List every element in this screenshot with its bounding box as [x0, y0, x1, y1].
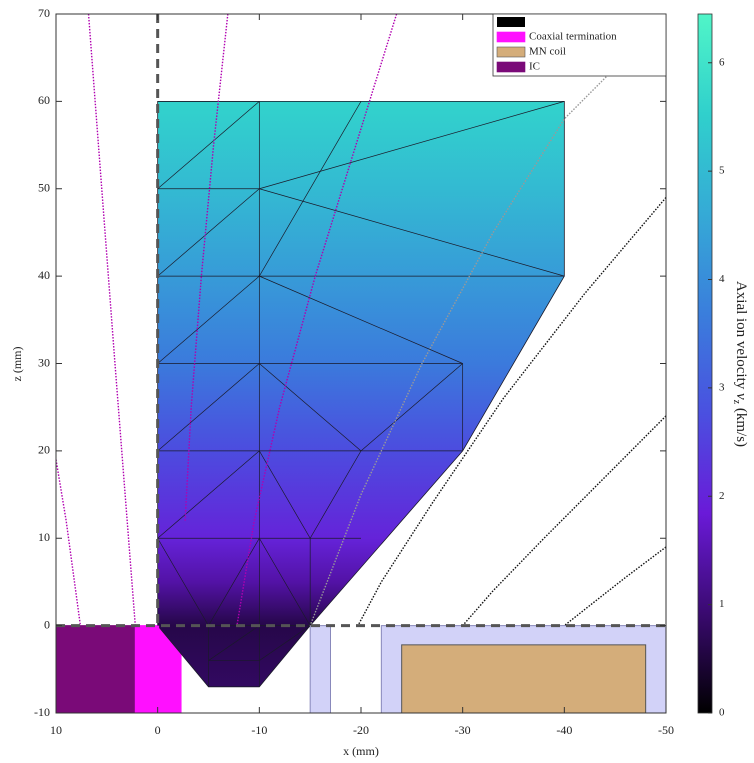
colorbar-label: Axial ion velocity vz (km/s) [731, 281, 749, 447]
mesh-edge [259, 538, 311, 626]
field-line [309, 57, 626, 626]
mesh-edge [360, 363, 463, 452]
field-line [184, 14, 229, 521]
region [56, 625, 136, 713]
mesh-edge [259, 188, 565, 277]
y-tick-label: 0 [44, 617, 50, 631]
x-tick-label: -30 [455, 723, 471, 737]
legend-swatch [496, 31, 526, 43]
y-tick-label: 50 [38, 181, 50, 195]
legend-swatch [496, 46, 526, 58]
legend-label: MN coil [529, 46, 566, 58]
mesh-edge [157, 538, 209, 626]
colorbar-label-text: Axial ion velocity [733, 281, 749, 393]
mesh-edge [157, 275, 260, 364]
colorbar-tick-label: 0 [719, 707, 725, 719]
x-tick-label: -40 [556, 723, 572, 737]
solution-domain [157, 100, 565, 688]
colorbar-tick-label: 3 [719, 381, 725, 393]
field-line [357, 197, 666, 626]
colorbar [697, 13, 713, 714]
colorbar-label-unit: (km/s) [733, 404, 749, 447]
plot-area [56, 14, 666, 713]
x-axis-title: x (mm) [343, 744, 379, 758]
mesh-edge [259, 625, 311, 661]
mesh-edge [259, 101, 362, 277]
mesh-edge [208, 625, 260, 661]
colorbar-label-symbol: v [733, 393, 749, 400]
field-line [462, 415, 666, 627]
field-line [236, 14, 398, 626]
mesh-edge [259, 450, 311, 539]
colorbar-tick-label: 6 [719, 56, 725, 68]
x-tick-label: -50 [658, 723, 674, 737]
x-tick-label: 10 [50, 723, 62, 737]
mesh-edge [259, 363, 362, 452]
field-line [87, 14, 136, 626]
mesh-edge [259, 275, 463, 364]
mesh-edge [157, 188, 260, 277]
y-tick-label: 30 [38, 355, 50, 369]
y-tick-label: -10 [34, 705, 50, 719]
legend-swatch [497, 17, 525, 27]
mesh-edge [208, 538, 260, 626]
region [309, 625, 331, 713]
field-line [56, 459, 82, 626]
x-tick-label: 0 [155, 723, 161, 737]
x-tick-label: -10 [251, 723, 267, 737]
y-axis-title: z (mm) [10, 347, 24, 382]
region [401, 644, 647, 713]
mesh-edge [259, 101, 565, 190]
colorbar-tick-label: 1 [719, 598, 725, 610]
colorbar-tick-label: 5 [719, 165, 725, 177]
mesh-edge [157, 450, 260, 539]
y-tick-label: 10 [38, 530, 50, 544]
legend-label: IC [529, 61, 540, 73]
mesh-edge [309, 450, 362, 539]
colorbar-tick-label: 2 [719, 490, 725, 502]
mesh-edge [157, 363, 260, 452]
y-tick-label: 60 [38, 93, 50, 107]
colorbar-tick-label: 4 [719, 273, 725, 285]
legend-swatch [496, 61, 526, 73]
x-tick-label: -20 [353, 723, 369, 737]
y-tick-label: 70 [38, 6, 50, 20]
y-tick-label: 20 [38, 443, 50, 457]
colorbar-label-subscript: z [731, 400, 742, 405]
field-line [563, 546, 666, 627]
mesh-edge [157, 101, 260, 190]
legend-label: Coaxial termination [529, 31, 617, 43]
y-tick-label: 40 [38, 268, 50, 282]
